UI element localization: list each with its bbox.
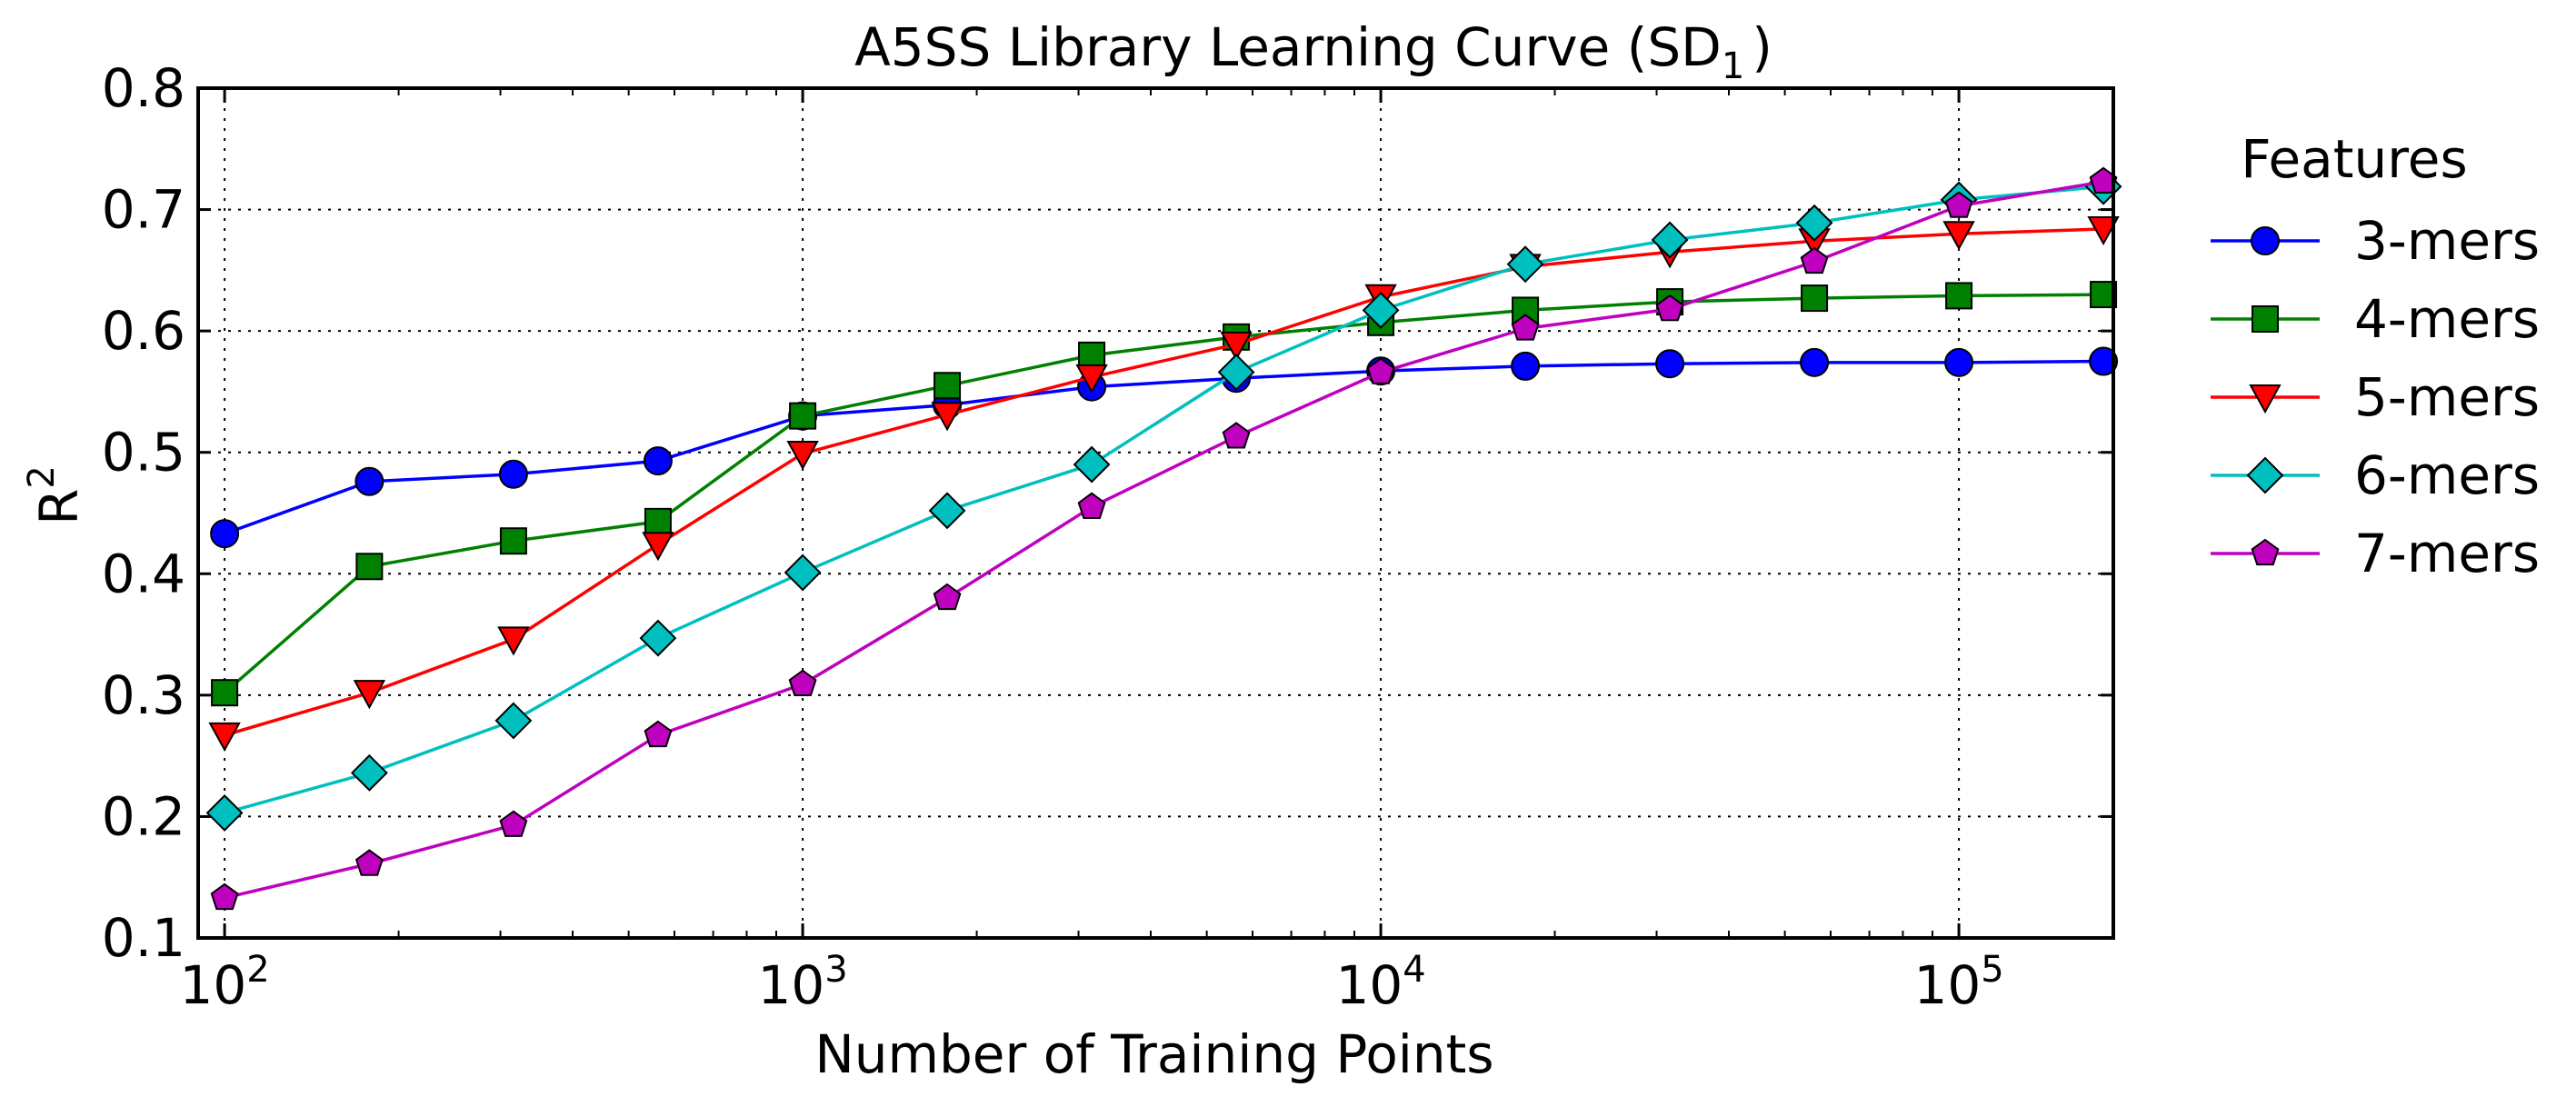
legend: Features 3-mers 4-mers 5-mers 6-mers 7-mers bbox=[2211, 128, 2540, 584]
y-tick-label: 0.2 bbox=[102, 785, 185, 847]
legend-item-4-mers: 4-mers bbox=[2211, 288, 2540, 350]
data-point bbox=[1944, 347, 1974, 377]
data-point bbox=[934, 372, 962, 400]
data-point bbox=[644, 507, 672, 535]
data-point bbox=[786, 441, 819, 471]
data-point bbox=[1655, 294, 1684, 322]
data-point bbox=[928, 492, 966, 530]
y-tick-label: 0.1 bbox=[102, 907, 185, 969]
series-group bbox=[205, 166, 2122, 911]
data-point bbox=[1078, 341, 1106, 369]
legend-label: 6-mers bbox=[2354, 444, 2540, 506]
data-point bbox=[1075, 364, 1108, 394]
data-point bbox=[1366, 357, 1395, 384]
legend-marker bbox=[2246, 456, 2284, 494]
data-point bbox=[494, 702, 533, 740]
x-tick-label: 103 bbox=[757, 949, 847, 1016]
ticks: 0.1 0.2 0.3 0.4 0.5 0.6 0.7 0.8 102 103 104 105 bbox=[102, 57, 2113, 1016]
data-point bbox=[931, 402, 964, 432]
data-point bbox=[205, 794, 244, 832]
data-point bbox=[1511, 314, 1540, 341]
legend-label: 4-mers bbox=[2354, 288, 2540, 350]
series-line bbox=[224, 184, 2104, 815]
data-point bbox=[208, 722, 241, 753]
data-point bbox=[643, 446, 673, 476]
data-point bbox=[210, 519, 240, 549]
data-point bbox=[639, 619, 677, 657]
x-tick-label: 104 bbox=[1335, 949, 1425, 1016]
data-point bbox=[1217, 354, 1255, 391]
y-tick-label: 0.4 bbox=[102, 543, 185, 604]
legend-item-7-mers: 7-mers bbox=[2211, 523, 2540, 584]
legend-marker bbox=[2251, 226, 2280, 255]
data-point bbox=[1655, 349, 1685, 379]
data-point bbox=[1800, 347, 1830, 377]
data-point bbox=[2087, 215, 2120, 246]
series-line bbox=[223, 293, 2104, 694]
data-point bbox=[350, 753, 388, 792]
data-point bbox=[499, 527, 527, 555]
data-point bbox=[1511, 351, 1541, 381]
legend-label: 7-mers bbox=[2354, 523, 2540, 584]
legend-marker bbox=[2249, 384, 2281, 414]
chart-title: A5SS Library Learning Curve (SD1) bbox=[854, 16, 1772, 87]
series-4-mers bbox=[211, 281, 2118, 707]
y-axis-label: R2 bbox=[21, 465, 90, 525]
series-line bbox=[224, 359, 2104, 535]
plot-area-frame bbox=[196, 86, 2115, 940]
x-tick-label: 102 bbox=[179, 949, 269, 1016]
data-point bbox=[354, 849, 384, 876]
data-point bbox=[1222, 422, 1251, 449]
legend-label: 3-mers bbox=[2354, 210, 2540, 272]
legend-item-3-mers: 3-mers bbox=[2211, 210, 2540, 272]
legend-marker bbox=[2252, 305, 2279, 333]
data-point bbox=[644, 720, 673, 748]
data-point bbox=[2089, 346, 2119, 376]
data-point bbox=[1220, 331, 1253, 361]
data-point bbox=[499, 810, 528, 837]
x-tick-label: 105 bbox=[1913, 949, 2003, 1016]
legend-item-6-mers: 6-mers bbox=[2211, 444, 2540, 506]
data-point bbox=[1800, 246, 1829, 274]
y-tick-label: 0.8 bbox=[102, 57, 185, 119]
data-point bbox=[497, 626, 530, 656]
data-point bbox=[353, 680, 386, 710]
data-point bbox=[784, 554, 822, 592]
grid bbox=[198, 88, 2113, 938]
data-point bbox=[355, 553, 384, 581]
data-point bbox=[1077, 492, 1106, 519]
data-point bbox=[498, 459, 528, 489]
data-point bbox=[1651, 221, 1689, 259]
series-line bbox=[224, 227, 2104, 737]
legend-item-5-mers: 5-mers bbox=[2211, 366, 2540, 428]
x-axis-label: Number of Training Points bbox=[814, 1023, 1493, 1085]
series-6-mers bbox=[205, 167, 2122, 832]
series-line bbox=[224, 180, 2104, 900]
data-point bbox=[210, 883, 239, 911]
data-point bbox=[1944, 191, 1973, 218]
y-tick-label: 0.7 bbox=[102, 179, 185, 241]
data-point bbox=[933, 583, 962, 611]
data-point bbox=[354, 466, 384, 496]
legend-label: 5-mers bbox=[2354, 366, 2540, 428]
data-point bbox=[1362, 292, 1400, 329]
data-point bbox=[1942, 221, 1975, 251]
data-point bbox=[211, 679, 239, 707]
y-tick-label: 0.5 bbox=[102, 422, 185, 484]
legend-title: Features bbox=[2241, 128, 2467, 190]
data-point bbox=[1801, 284, 1829, 313]
data-point bbox=[642, 532, 674, 562]
data-point bbox=[789, 402, 817, 430]
data-point bbox=[1506, 245, 1544, 284]
y-tick-label: 0.6 bbox=[102, 300, 185, 362]
series-7-mers bbox=[210, 166, 2118, 911]
data-point bbox=[1945, 282, 1973, 310]
series-3-mers bbox=[210, 346, 2119, 549]
data-point bbox=[1073, 445, 1111, 484]
legend-marker bbox=[2251, 538, 2280, 566]
data-point bbox=[1795, 204, 1833, 242]
data-point bbox=[788, 669, 817, 696]
y-tick-label: 0.3 bbox=[102, 664, 185, 726]
